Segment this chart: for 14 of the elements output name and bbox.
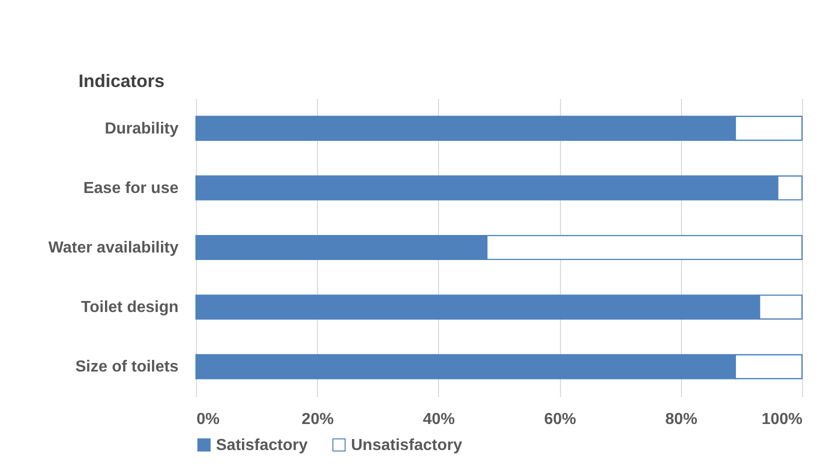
x-tick-label: 80% — [665, 411, 698, 428]
y-tick-label: Ease for use — [83, 180, 179, 197]
x-tick-label: 0% — [196, 411, 220, 428]
y-tick-label: Toilet design — [81, 299, 178, 316]
x-tick-label: 60% — [544, 411, 576, 428]
y-tick-label: Water availability — [48, 240, 179, 256]
x-tick-label: 40% — [422, 411, 455, 428]
y-tick-label: Size of toilets — [75, 358, 179, 376]
legend-label: Satisfactory — [216, 436, 308, 454]
x-tick-label: 100% — [762, 411, 802, 428]
y-tick-label: Durability — [104, 120, 179, 138]
y-axis-title: Indicators — [78, 71, 165, 91]
legend-label: Unsatisfactory — [351, 436, 462, 454]
x-tick-label: 20% — [302, 411, 334, 428]
